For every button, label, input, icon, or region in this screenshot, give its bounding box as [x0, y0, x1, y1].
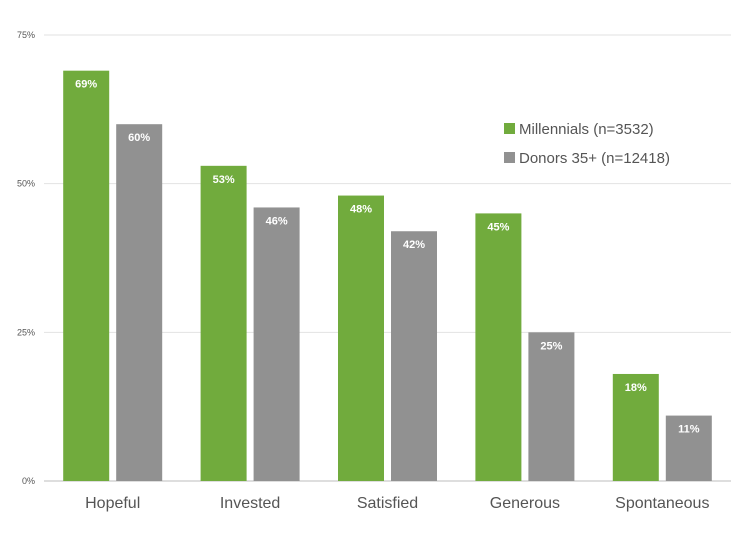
data-label: 48% [350, 204, 372, 216]
data-label: 25% [540, 340, 562, 352]
bar [200, 165, 247, 481]
x-category-label: Generous [490, 495, 560, 512]
legend-swatch [504, 123, 515, 134]
y-axis: 0% 25% 50% 75% [17, 30, 35, 486]
data-label: 53% [213, 174, 235, 186]
bar [391, 231, 437, 481]
x-category-label: Satisfied [357, 495, 418, 512]
data-label: 60% [128, 132, 150, 144]
bar [253, 207, 300, 481]
x-axis: Hopeful Invested Satisfied Generous Spontane… [85, 495, 709, 512]
bar [528, 332, 575, 481]
legend-label: Donors 35+ (n=12418) [519, 150, 670, 167]
bar [665, 415, 712, 481]
data-label: 45% [487, 221, 509, 233]
legend: Millennials (n=3532) Donors 35+ (n=12418) [504, 121, 670, 167]
y-tick-label: 75% [17, 30, 35, 40]
data-label: 42% [403, 239, 425, 251]
y-tick-label: 25% [17, 327, 35, 337]
bar [612, 373, 659, 481]
bar [63, 70, 110, 482]
data-label: 11% [678, 424, 700, 436]
data-label: 46% [266, 215, 288, 227]
legend-label: Millennials (n=3532) [519, 121, 654, 138]
x-category-label: Spontaneous [615, 495, 709, 512]
bars: 69% 60% 53% 46% 48% 42% 45% 25% 18% 11% [63, 70, 712, 482]
x-category-label: Hopeful [85, 495, 140, 512]
data-label: 18% [625, 382, 647, 394]
y-tick-label: 0% [22, 476, 35, 486]
data-label: 69% [75, 79, 97, 91]
x-category-label: Invested [220, 495, 280, 512]
bar [338, 195, 384, 481]
y-tick-label: 50% [17, 179, 35, 189]
bar [475, 213, 522, 481]
legend-swatch [504, 152, 515, 163]
bar [116, 124, 163, 481]
